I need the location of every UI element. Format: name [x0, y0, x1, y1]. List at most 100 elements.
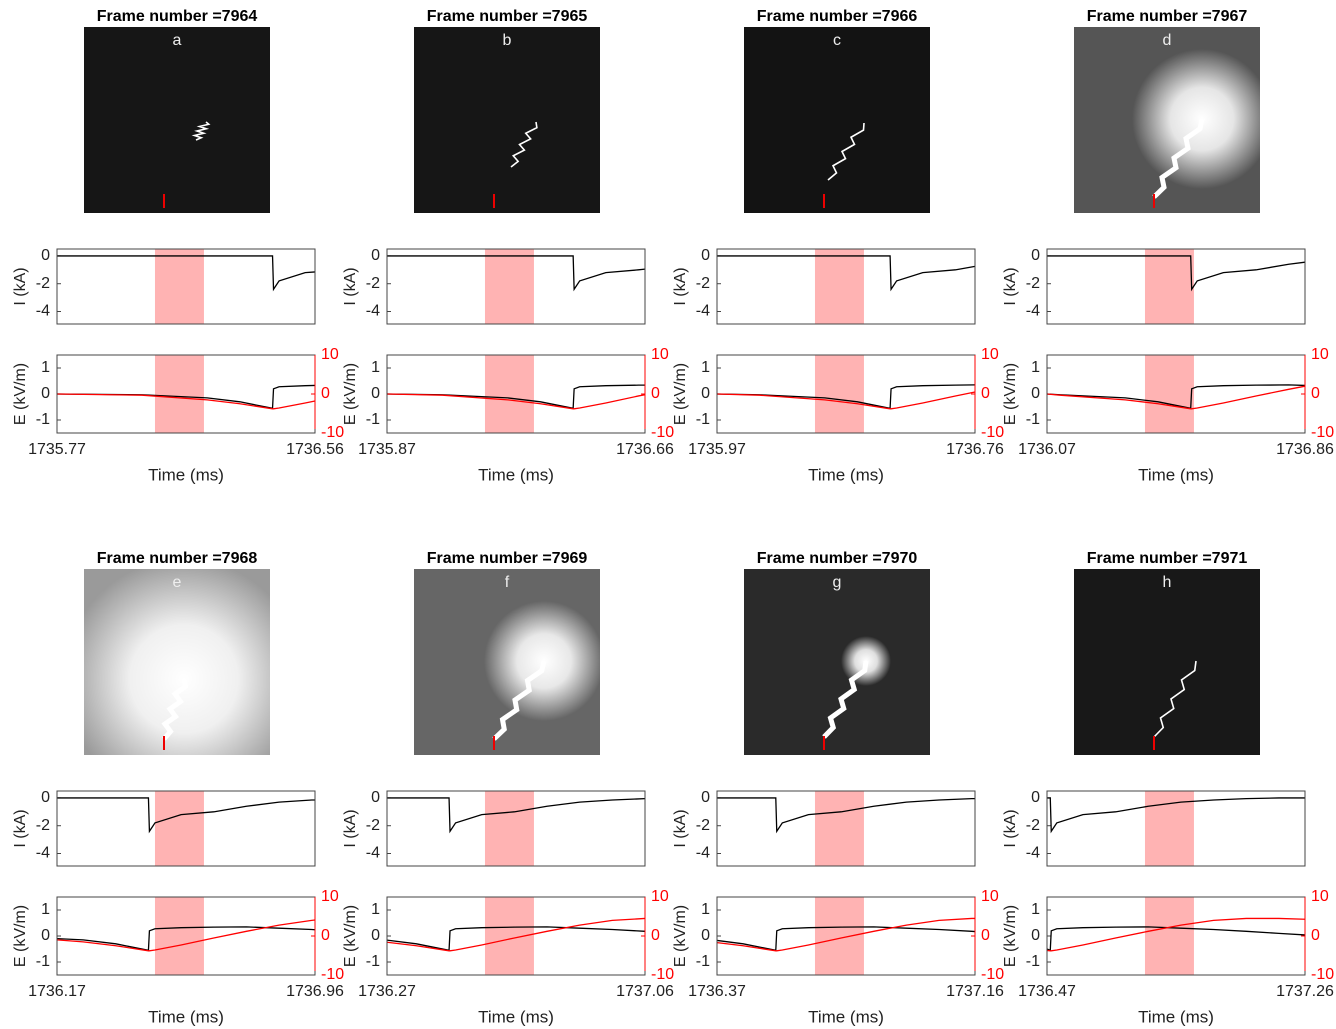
y-tick-label: -4 — [696, 845, 710, 862]
y2-tick-label: -10 — [981, 424, 1004, 441]
y-tick-label: -2 — [1026, 817, 1040, 834]
x-axis-label: Time (ms) — [1138, 465, 1214, 484]
y-tick-label: -1 — [366, 411, 380, 428]
y-axis-label: E (kV/m) — [672, 363, 689, 425]
y2-tick-label: 0 — [651, 927, 660, 944]
frame-letter: b — [503, 32, 512, 49]
y-tick-label: -1 — [1026, 411, 1040, 428]
lightning-channel — [1152, 118, 1205, 199]
plot-frame — [716, 248, 976, 325]
y-tick-label: 0 — [371, 385, 380, 402]
frame-title: Frame number =7969 — [427, 550, 588, 567]
x-tick-label: 1737.16 — [946, 983, 1004, 1000]
field-line — [1046, 926, 1306, 952]
lightning-channel — [827, 122, 865, 181]
field-line — [386, 393, 646, 410]
exposure-window — [154, 791, 204, 866]
x-tick-label: 1735.77 — [28, 441, 86, 458]
field-line — [56, 393, 316, 410]
y-axis-label: I (kA) — [1002, 809, 1019, 847]
y-tick-label: 0 — [701, 385, 710, 402]
x-tick-label: 1736.86 — [1276, 441, 1334, 458]
y2-tick-label: 10 — [651, 346, 669, 363]
frame-title: Frame number =7968 — [97, 550, 258, 567]
current-line — [1047, 255, 1306, 292]
x-tick-label: 1735.87 — [358, 441, 416, 458]
frame-title: Frame number =7970 — [757, 550, 918, 567]
frame-title: Frame number =7966 — [757, 8, 918, 25]
exposure-window — [814, 791, 864, 866]
field-line — [386, 384, 645, 410]
y-tick-label: -1 — [696, 953, 710, 970]
y2-tick-label: 0 — [651, 385, 660, 402]
exposure-window — [154, 355, 204, 433]
exposure-window — [154, 897, 204, 975]
y-tick-label: -2 — [696, 275, 710, 292]
y-axis-label: I (kA) — [672, 809, 689, 847]
x-tick-label: 1736.07 — [1018, 441, 1076, 458]
y2-tick-label: -10 — [651, 966, 674, 983]
plot-frame — [56, 248, 316, 325]
y-tick-label: -2 — [36, 817, 50, 834]
field-line — [56, 919, 316, 952]
x-tick-label: 1736.96 — [286, 983, 344, 1000]
y-tick-label: -1 — [36, 411, 50, 428]
y-tick-label: 0 — [371, 789, 380, 806]
x-axis-label: Time (ms) — [148, 465, 224, 484]
y2-tick-label: 0 — [321, 927, 330, 944]
y-tick-label: -2 — [36, 275, 50, 292]
y-axis-label: I (kA) — [12, 267, 29, 305]
exposure-window — [814, 355, 864, 433]
y-tick-label: 1 — [1031, 901, 1040, 918]
y-tick-label: -4 — [696, 303, 710, 320]
y-axis-label: I (kA) — [672, 267, 689, 305]
frame-title: Frame number =7971 — [1087, 550, 1248, 567]
y-axis-label: I (kA) — [1002, 267, 1019, 305]
x-axis-label: Time (ms) — [478, 465, 554, 484]
y-tick-label: -4 — [366, 303, 380, 320]
frame-image — [414, 27, 600, 213]
frame-title: Frame number =7967 — [1087, 8, 1248, 25]
field-line — [1046, 917, 1306, 952]
plot-frame — [386, 790, 646, 867]
field-line — [716, 391, 976, 410]
y-tick-label: 0 — [371, 927, 380, 944]
y-tick-label: -2 — [366, 275, 380, 292]
y-tick-label: 0 — [1031, 927, 1040, 944]
frame-image — [84, 27, 270, 213]
y-tick-label: -2 — [366, 817, 380, 834]
x-tick-label: 1736.66 — [616, 441, 674, 458]
y-tick-label: 0 — [1031, 789, 1040, 806]
x-axis-label: Time (ms) — [808, 1007, 884, 1026]
plot-frame — [716, 790, 976, 867]
y2-tick-label: 0 — [981, 927, 990, 944]
frame-letter: f — [505, 574, 510, 591]
y-tick-label: 1 — [41, 359, 50, 376]
current-line — [387, 255, 646, 292]
y2-tick-label: 10 — [1311, 346, 1329, 363]
y-tick-label: 0 — [701, 789, 710, 806]
y-tick-label: 0 — [371, 247, 380, 264]
plot-frame — [56, 790, 316, 867]
exposure-window — [484, 355, 534, 433]
y-tick-label: 1 — [1031, 359, 1040, 376]
x-axis-label: Time (ms) — [478, 1007, 554, 1026]
y2-tick-label: -10 — [321, 966, 344, 983]
x-tick-label: 1737.06 — [616, 983, 674, 1000]
field-line — [386, 926, 646, 952]
y-tick-label: -1 — [696, 411, 710, 428]
y-tick-label: -4 — [36, 845, 50, 862]
x-axis-label: Time (ms) — [1138, 1007, 1214, 1026]
y-tick-label: -2 — [1026, 275, 1040, 292]
y2-tick-label: 0 — [981, 385, 990, 402]
x-tick-label: 1735.97 — [688, 441, 746, 458]
y-tick-label: -1 — [1026, 953, 1040, 970]
y-tick-label: 0 — [1031, 385, 1040, 402]
y-tick-label: -4 — [1026, 303, 1040, 320]
y-axis-label: I (kA) — [12, 809, 29, 847]
field-line — [716, 384, 976, 410]
y-axis-label: E (kV/m) — [342, 905, 359, 967]
y-axis-label: E (kV/m) — [342, 363, 359, 425]
y2-tick-label: 10 — [651, 888, 669, 905]
